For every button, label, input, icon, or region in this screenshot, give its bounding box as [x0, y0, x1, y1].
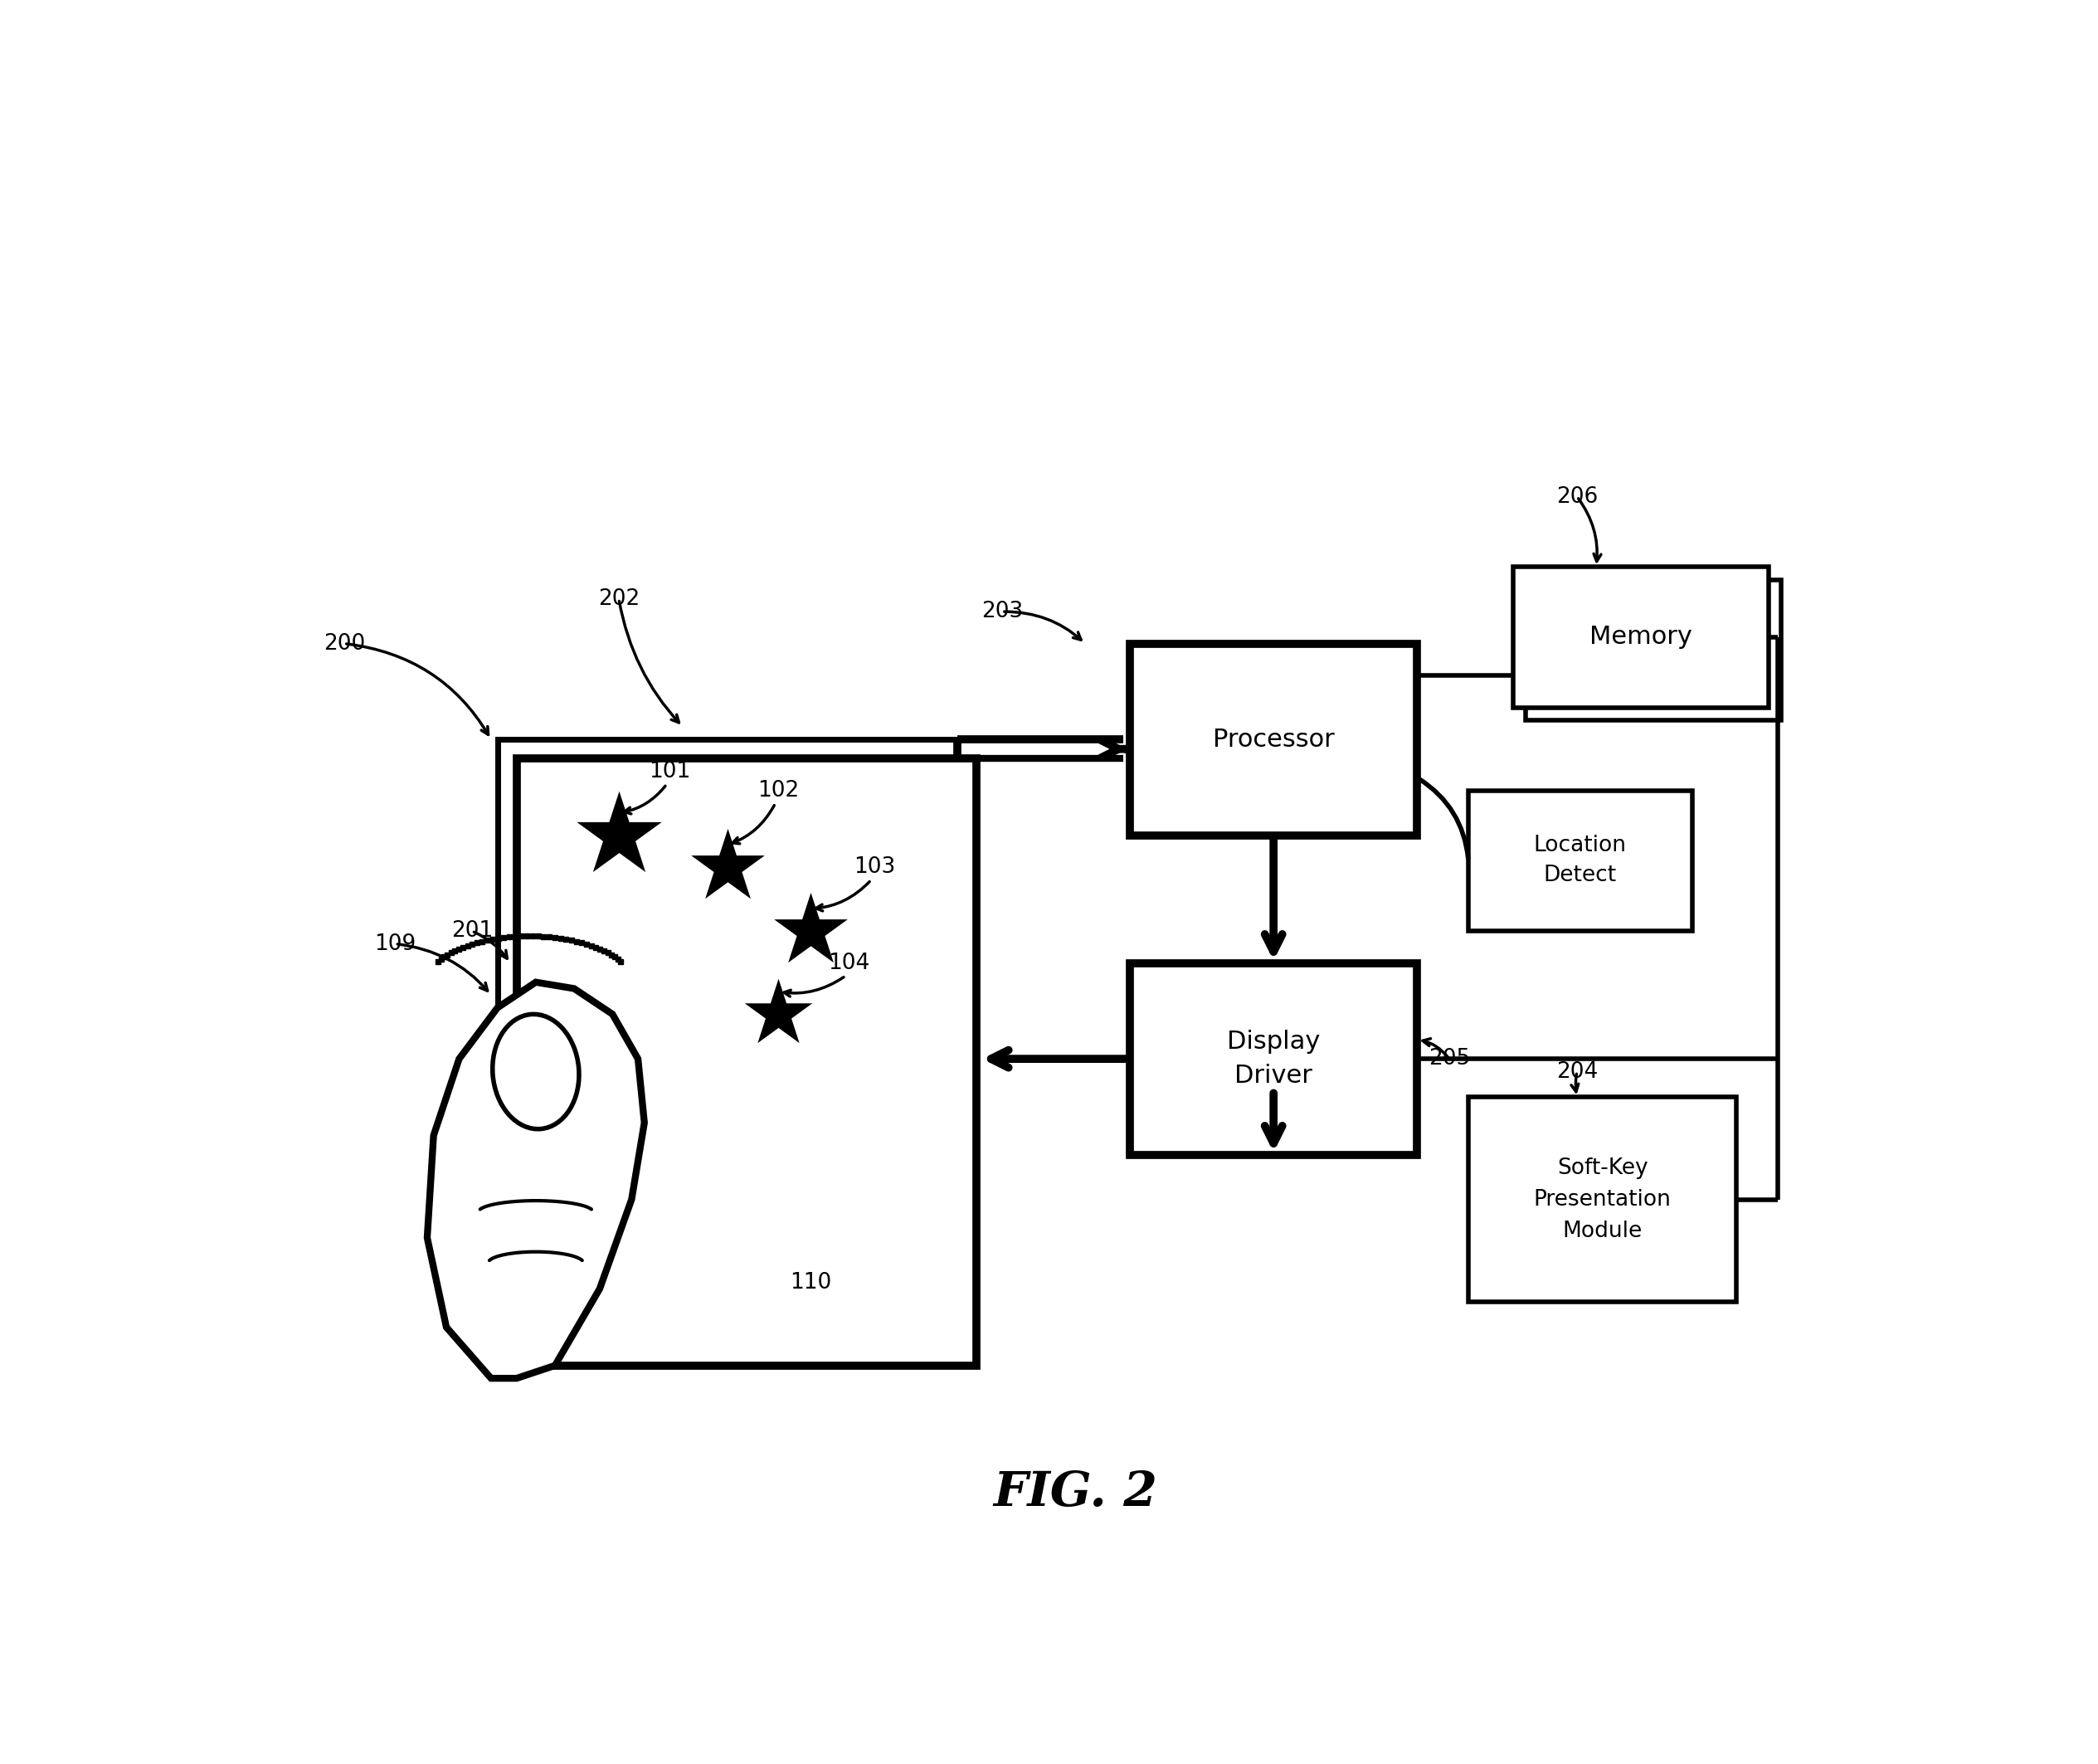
FancyBboxPatch shape	[1131, 644, 1418, 834]
Text: 110: 110	[789, 1272, 831, 1293]
Text: Display
Driver: Display Driver	[1227, 1030, 1320, 1088]
Text: 206: 206	[1557, 485, 1599, 508]
FancyBboxPatch shape	[497, 739, 957, 1346]
Text: Memory: Memory	[1590, 624, 1693, 649]
Point	[793, 917, 827, 946]
Ellipse shape	[493, 1014, 579, 1129]
Text: 204: 204	[1557, 1060, 1599, 1083]
FancyBboxPatch shape	[1469, 790, 1691, 931]
FancyBboxPatch shape	[1525, 580, 1781, 720]
Text: Processor: Processor	[1213, 727, 1334, 751]
Text: 101: 101	[648, 760, 690, 781]
FancyBboxPatch shape	[1513, 566, 1769, 707]
Text: 104: 104	[829, 953, 871, 974]
Text: 109: 109	[373, 933, 415, 954]
Point	[602, 820, 636, 848]
Text: 103: 103	[854, 856, 896, 878]
FancyBboxPatch shape	[1131, 963, 1418, 1155]
Point	[762, 1000, 795, 1028]
Text: 200: 200	[323, 633, 365, 654]
FancyBboxPatch shape	[1469, 1097, 1737, 1302]
Text: 205: 205	[1429, 1048, 1471, 1069]
Text: 102: 102	[757, 780, 799, 801]
Text: Location
Detect: Location Detect	[1534, 834, 1626, 887]
Text: 203: 203	[982, 602, 1024, 623]
Polygon shape	[428, 983, 644, 1378]
Text: 202: 202	[598, 587, 640, 610]
Point	[711, 854, 745, 882]
FancyBboxPatch shape	[516, 759, 976, 1365]
Text: FIG. 2: FIG. 2	[992, 1469, 1158, 1517]
Text: Soft-Key
Presentation
Module: Soft-Key Presentation Module	[1534, 1157, 1672, 1242]
Text: 201: 201	[451, 921, 493, 942]
